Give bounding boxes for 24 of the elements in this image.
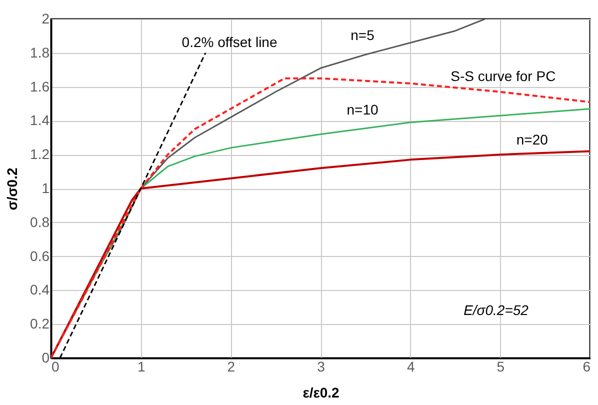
y-tick-label: 1.6	[30, 78, 50, 94]
series-label: 0.2% offset line	[182, 34, 278, 50]
series-label: n=20	[516, 132, 548, 148]
x-axis-title: ε/ε0.2	[302, 384, 340, 400]
x-tick-label: 5	[496, 358, 505, 374]
x-tick-label: 2	[227, 358, 236, 374]
x-tick-label: 3	[317, 358, 326, 374]
y-tick-label: 1.2	[30, 146, 50, 162]
x-tick-label: 1	[137, 358, 146, 374]
y-tick-label: 1.4	[30, 112, 50, 128]
series-label: n=10	[346, 101, 378, 118]
y-tick-label: 0.6	[30, 248, 50, 264]
y-tick-label: 2	[42, 10, 50, 26]
x-tick-label: 4	[406, 358, 415, 374]
annotation: E/σ0.2=52	[464, 302, 529, 318]
series-label: n=5	[350, 27, 375, 44]
y-tick-label: 1.8	[30, 44, 50, 60]
x-tick-label: 6	[582, 358, 591, 374]
y-axis-title: σ/σ0.2	[4, 168, 20, 210]
y-tick-label: 0.8	[30, 214, 50, 230]
y-tick-label: 0.4	[30, 282, 50, 298]
y-tick-label: 0.2	[30, 316, 50, 332]
series-label: S-S curve for PC	[450, 68, 556, 84]
y-tick-label: 1	[42, 180, 50, 196]
